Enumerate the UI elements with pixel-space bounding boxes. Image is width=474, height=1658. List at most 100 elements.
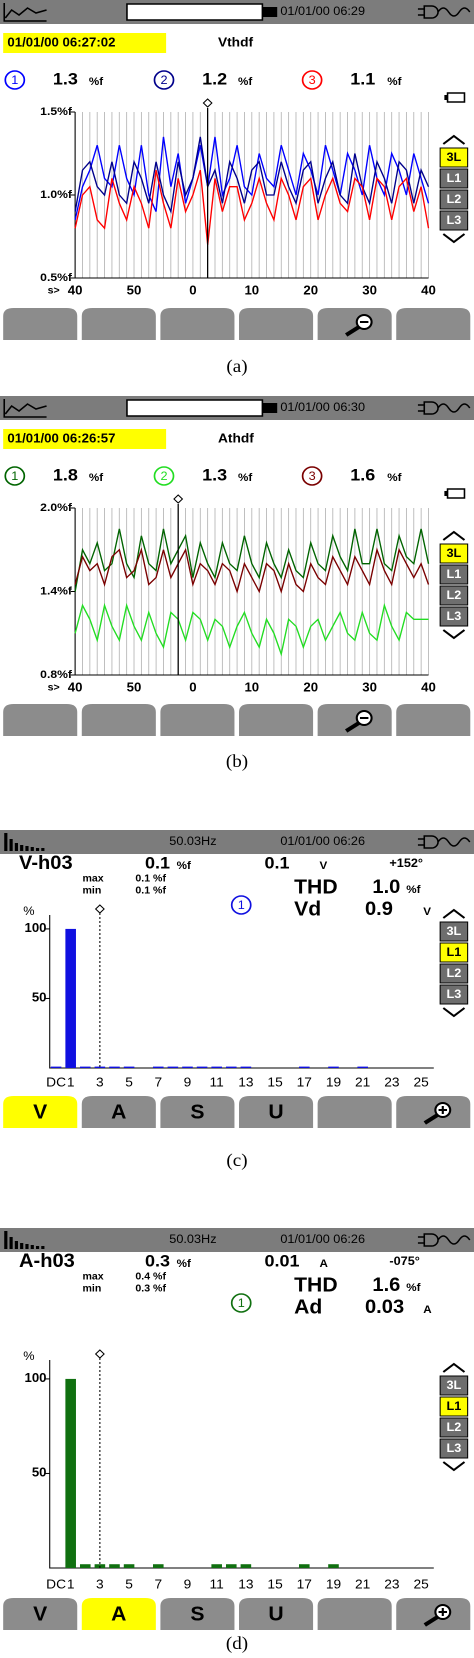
bar bbox=[109, 1066, 120, 1068]
y-tick-label: 1.5%f bbox=[40, 104, 72, 118]
harmonic-phase: +152° bbox=[389, 856, 423, 870]
timestamp: 01/01/00 06:26:57 bbox=[7, 431, 115, 446]
reading-unit: %f bbox=[238, 472, 252, 484]
function-key bbox=[396, 1096, 471, 1128]
channel-selector-label: 3L bbox=[446, 546, 461, 560]
function-key bbox=[81, 308, 156, 340]
x-tick-label: 40 bbox=[68, 283, 83, 298]
x-tick-label: 9 bbox=[184, 1075, 192, 1090]
channel-selector-label: L2 bbox=[446, 1420, 461, 1434]
reading-value: 1.6 bbox=[350, 465, 375, 484]
series-line bbox=[74, 136, 430, 221]
channel-selector-label: L1 bbox=[446, 171, 461, 185]
harmonic-magnitude-unit: V bbox=[320, 860, 328, 872]
channel-selector bbox=[439, 147, 469, 168]
channel-marker bbox=[230, 1293, 252, 1313]
series-line bbox=[74, 602, 429, 657]
x-axis-label: s> bbox=[48, 683, 60, 694]
bar bbox=[211, 1564, 222, 1568]
y-tick-label: 100 bbox=[24, 1371, 46, 1386]
legend-label: 3 bbox=[309, 73, 316, 87]
harmonic-phase: -075° bbox=[389, 1254, 420, 1268]
channel-selector-label: L3 bbox=[446, 1441, 461, 1455]
channel-label: 1 bbox=[238, 898, 245, 912]
mode-icon bbox=[4, 833, 8, 851]
channel-selector bbox=[439, 585, 469, 606]
function-key-label: U bbox=[268, 1603, 283, 1625]
status-bar bbox=[0, 830, 474, 854]
timestamp: 01/01/00 06:27:02 bbox=[7, 35, 115, 50]
reading-unit: %f bbox=[387, 76, 401, 88]
function-key bbox=[239, 704, 314, 736]
distortion-value: 0.03 bbox=[365, 1297, 404, 1318]
reading-unit: %f bbox=[387, 472, 401, 484]
harmonic-magnitude: 0.1 bbox=[265, 853, 290, 872]
legend-label: 1 bbox=[11, 469, 18, 483]
progress-bar bbox=[126, 399, 264, 417]
channel-selector bbox=[439, 543, 469, 564]
mode-icon bbox=[41, 848, 45, 851]
channel-selector bbox=[439, 1438, 469, 1459]
function-key bbox=[317, 704, 392, 736]
function-key-label: V bbox=[33, 1603, 47, 1625]
x-tick-label: 21 bbox=[355, 1075, 370, 1090]
scroll-up bbox=[442, 1362, 466, 1373]
x-tick-label: 13 bbox=[238, 1577, 253, 1592]
channel-selector bbox=[439, 606, 469, 627]
legend-marker bbox=[4, 70, 26, 90]
axis bbox=[49, 1360, 434, 1569]
min-value: 0.3 %f bbox=[135, 1284, 166, 1295]
status-date: 01/01/00 06:30 bbox=[280, 400, 365, 414]
harmonic-magnitude: 0.01 bbox=[265, 1251, 300, 1270]
channel-selector-label: L1 bbox=[446, 1399, 461, 1413]
function-key bbox=[396, 1598, 471, 1630]
legend-marker bbox=[153, 70, 175, 90]
x-tick-label: 30 bbox=[362, 283, 377, 298]
bar bbox=[152, 1066, 164, 1068]
bar bbox=[94, 1066, 106, 1068]
min-label: min bbox=[83, 886, 102, 897]
reading-value: 1.8 bbox=[53, 465, 78, 484]
channel-selector bbox=[439, 921, 469, 942]
x-tick-label: 1 bbox=[67, 1075, 75, 1090]
cursor-marker bbox=[94, 1349, 105, 1359]
bar bbox=[328, 1066, 339, 1068]
x-tick-label: DC bbox=[46, 1577, 66, 1592]
x-tick-label: 25 bbox=[413, 1577, 428, 1592]
x-tick-label: 21 bbox=[355, 1577, 370, 1592]
function-key-label: S bbox=[190, 1603, 204, 1625]
legend-label: 3 bbox=[309, 469, 316, 483]
bar bbox=[182, 1066, 193, 1068]
legend-label: 2 bbox=[160, 469, 167, 483]
status-date: 01/01/00 06:26 bbox=[280, 834, 365, 848]
function-key bbox=[3, 704, 78, 736]
function-key bbox=[160, 704, 235, 736]
y-axis-label: % bbox=[23, 1349, 34, 1363]
max-label: max bbox=[83, 874, 104, 885]
thd-label: THD bbox=[294, 876, 337, 898]
status-date: 01/01/00 06:29 bbox=[280, 4, 365, 18]
harmonic-magnitude-unit: A bbox=[320, 1258, 328, 1270]
distortion-unit: A bbox=[423, 1304, 431, 1316]
bar bbox=[79, 1066, 91, 1068]
function-key-label: U bbox=[268, 1101, 283, 1123]
scroll-down bbox=[442, 1461, 466, 1472]
harmonic-level-unit: %f bbox=[177, 1258, 191, 1270]
x-tick-label: 23 bbox=[384, 1577, 399, 1592]
bar bbox=[211, 1066, 222, 1068]
caption: (a) bbox=[226, 357, 247, 377]
x-axis-label: s> bbox=[48, 286, 60, 297]
x-tick-label: 40 bbox=[421, 680, 436, 695]
function-key-label: A bbox=[111, 1101, 126, 1123]
mode-icon bbox=[3, 3, 47, 22]
function-key bbox=[160, 1096, 235, 1128]
function-key bbox=[396, 308, 471, 340]
bar bbox=[65, 1378, 76, 1568]
y-tick-label: 50 bbox=[32, 990, 47, 1005]
reading-value: 1.1 bbox=[350, 69, 375, 88]
mode-icon bbox=[14, 843, 18, 851]
bar bbox=[240, 1066, 252, 1068]
x-tick-label: 40 bbox=[421, 283, 436, 298]
function-key bbox=[317, 1598, 392, 1630]
